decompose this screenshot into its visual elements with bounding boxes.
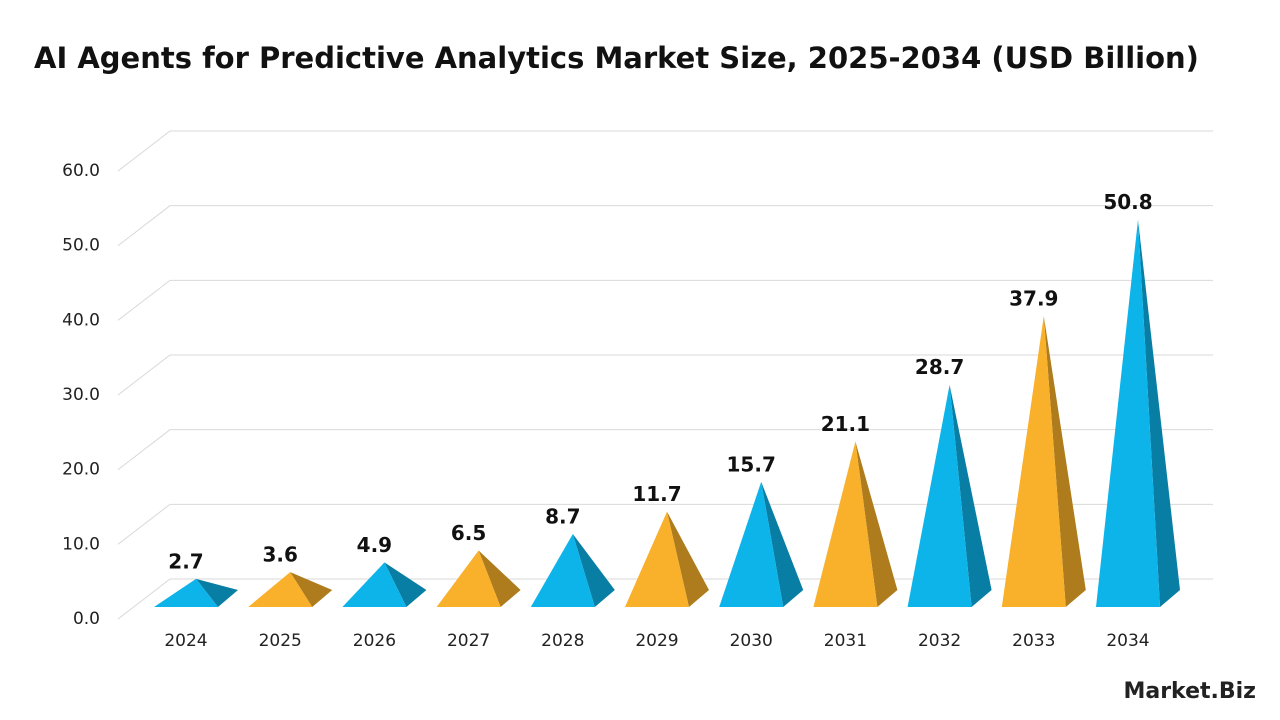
y-tick-label: 20.0 bbox=[62, 460, 100, 480]
x-tick-label: 2031 bbox=[824, 631, 867, 651]
value-label: 28.7 bbox=[915, 355, 964, 379]
pyramid-front bbox=[154, 578, 218, 607]
pyramid-front bbox=[530, 534, 595, 607]
grid-line bbox=[117, 429, 1213, 471]
grid-line bbox=[117, 279, 1213, 321]
pyramid-front bbox=[719, 481, 784, 607]
pyramid-front bbox=[907, 384, 972, 607]
value-label: 6.5 bbox=[451, 521, 486, 545]
x-tick-label: 2034 bbox=[1106, 631, 1149, 651]
y-tick-label: 10.0 bbox=[62, 534, 100, 554]
pyramid-front bbox=[1001, 316, 1066, 607]
pyramid-front bbox=[248, 572, 313, 607]
x-tick-label: 2025 bbox=[259, 631, 302, 651]
pyramid-side bbox=[1138, 219, 1180, 607]
value-label: 37.9 bbox=[1009, 287, 1058, 311]
y-tick-label: 40.0 bbox=[62, 310, 100, 330]
grid-line bbox=[117, 130, 1213, 172]
pyramid-front bbox=[813, 441, 878, 607]
value-label: 2.7 bbox=[168, 549, 203, 573]
pyramid-front bbox=[625, 511, 689, 607]
pyramid-side bbox=[384, 562, 427, 607]
value-label: 8.7 bbox=[545, 505, 580, 529]
pyramid-side bbox=[667, 511, 709, 607]
pyramid-side bbox=[572, 534, 615, 607]
pyramid-side bbox=[855, 441, 898, 607]
watermark: Market.Biz bbox=[1123, 679, 1256, 704]
x-tick-label: 2026 bbox=[353, 631, 396, 651]
value-label: 50.8 bbox=[1103, 190, 1152, 214]
x-tick-label: 2027 bbox=[447, 631, 490, 651]
value-label: 4.9 bbox=[357, 533, 392, 557]
pyramid-side bbox=[949, 384, 992, 607]
chart-title: AI Agents for Predictive Analytics Marke… bbox=[34, 41, 1199, 75]
pyramid-side bbox=[1043, 316, 1086, 607]
pyramid-side bbox=[761, 481, 804, 607]
pyramid-front bbox=[436, 550, 501, 607]
x-tick-label: 2028 bbox=[541, 631, 584, 651]
y-tick-label: 50.0 bbox=[62, 236, 100, 256]
grid-line bbox=[117, 354, 1213, 396]
pyramid-front bbox=[1096, 219, 1160, 607]
value-label: 3.6 bbox=[262, 543, 297, 567]
value-label: 15.7 bbox=[727, 452, 776, 476]
x-tick-label: 2033 bbox=[1012, 631, 1055, 651]
pyramid-side bbox=[290, 572, 333, 607]
y-tick-label: 60.0 bbox=[62, 161, 100, 181]
x-tick-label: 2024 bbox=[164, 631, 207, 651]
x-tick-label: 2029 bbox=[635, 631, 678, 651]
x-tick-label: 2030 bbox=[730, 631, 773, 651]
value-label: 21.1 bbox=[821, 412, 870, 436]
value-label: 11.7 bbox=[632, 482, 681, 506]
y-tick-label: 30.0 bbox=[62, 385, 100, 405]
pyramid-side bbox=[478, 550, 521, 607]
y-tick-label: 0.0 bbox=[73, 609, 100, 629]
pyramid-front bbox=[342, 562, 407, 607]
grid-line bbox=[117, 205, 1213, 247]
x-tick-label: 2032 bbox=[918, 631, 961, 651]
pyramid-side bbox=[196, 578, 238, 607]
